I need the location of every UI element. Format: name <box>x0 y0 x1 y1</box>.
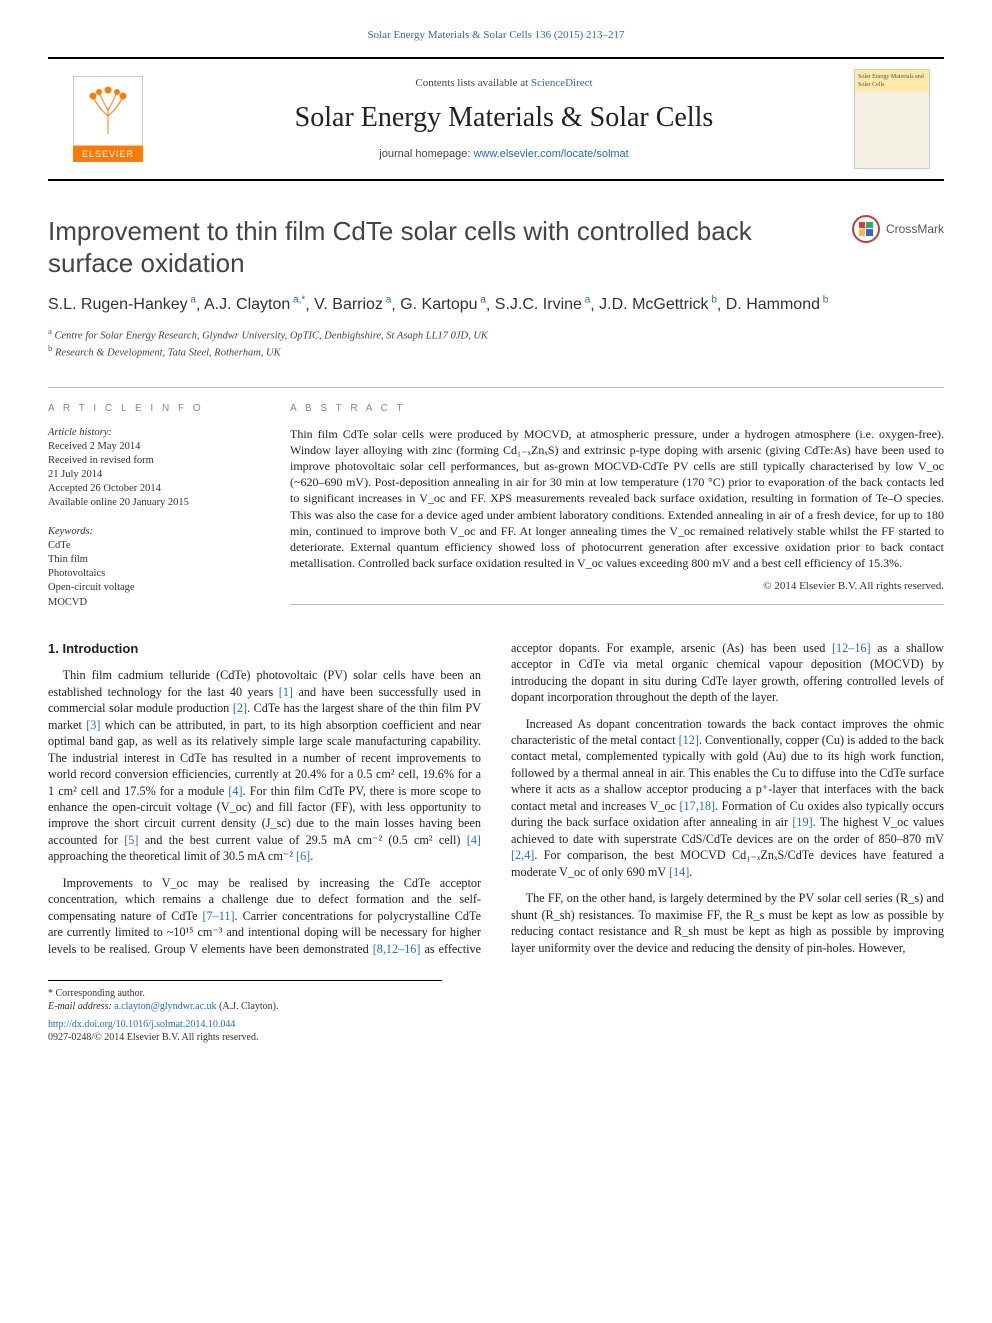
cover-caption: Solar Energy Materials and Solar Cells <box>858 73 926 89</box>
p1g: approaching the theoretical limit of 30.… <box>48 849 296 863</box>
journal-title: Solar Energy Materials & Solar Cells <box>172 99 836 137</box>
keyword: CdTe <box>48 539 256 553</box>
author-list: S.L. Rugen-Hankey a, A.J. Clayton a,*, V… <box>48 294 944 316</box>
article-info-block: a r t i c l e i n f o Article history: R… <box>48 402 256 610</box>
ref-7-11[interactable]: [7–11] <box>203 909 235 923</box>
email-label: E-mail address: <box>48 1001 114 1012</box>
ref-2-4[interactable]: [2,4] <box>511 848 534 862</box>
elsevier-wordmark: ELSEVIER <box>73 146 143 162</box>
author: S.J.C. Irvine a <box>495 296 590 313</box>
keyword: Photovoltaics <box>48 567 256 581</box>
history-lines: Received 2 May 2014Received in revised f… <box>48 440 256 511</box>
ref-2[interactable]: [2] <box>233 701 247 715</box>
keywords-label: Keywords: <box>48 525 256 539</box>
ref-8-12-16[interactable]: [8,12–16] <box>373 942 421 956</box>
ref-4b[interactable]: [4] <box>467 833 481 847</box>
p3f: . <box>689 865 692 879</box>
journal-homepage-line: journal homepage: www.elsevier.com/locat… <box>172 147 836 162</box>
corresponding-author: * Corresponding author. <box>48 987 442 1001</box>
ref-14[interactable]: [14] <box>669 865 689 879</box>
corr-email-link[interactable]: a.clayton@glyndwr.ac.uk <box>114 1001 216 1012</box>
elsevier-logo: ELSEVIER <box>62 76 154 162</box>
journal-homepage-link[interactable]: www.elsevier.com/locate/solmat <box>473 148 628 160</box>
ref-3[interactable]: [3] <box>86 718 100 732</box>
history-line: Accepted 26 October 2014 <box>48 482 256 496</box>
body-columns: 1. Introduction Thin film cadmium tellur… <box>48 640 944 962</box>
ref-17-18[interactable]: [17,18] <box>679 799 715 813</box>
p3e: . For comparison, the best MOCVD Cd₁₋ₓZn… <box>511 848 944 878</box>
abstract-copyright: © 2014 Elsevier B.V. All rights reserved… <box>290 579 944 594</box>
journal-header-band: ELSEVIER Contents lists available at Sci… <box>48 57 944 181</box>
abstract-rule <box>290 604 944 605</box>
corr-email-line: E-mail address: a.clayton@glyndwr.ac.uk … <box>48 1000 442 1014</box>
ref-4[interactable]: [4] <box>228 784 242 798</box>
email-post: (A.J. Clayton). <box>217 1001 279 1012</box>
running-header-link[interactable]: Solar Energy Materials & Solar Cells 136… <box>367 29 624 41</box>
contents-pre: Contents lists available at <box>415 77 530 89</box>
keywords-list: CdTeThin filmPhotovoltaicsOpen-circuit v… <box>48 539 256 610</box>
section-1-heading: 1. Introduction <box>48 640 481 658</box>
article-info-heading: a r t i c l e i n f o <box>48 402 256 416</box>
abstract-text: Thin film CdTe solar cells were produced… <box>290 426 944 572</box>
intro-para-4: The FF, on the other hand, is largely de… <box>511 890 944 956</box>
history-line: Available online 20 January 2015 <box>48 496 256 510</box>
history-label: Article history: <box>48 426 256 440</box>
keyword: Open-circuit voltage <box>48 581 256 595</box>
abstract-heading: a b s t r a c t <box>290 402 944 416</box>
author: D. Hammond b <box>726 296 829 313</box>
ref-1[interactable]: [1] <box>279 685 293 699</box>
crossmark-icon <box>852 215 880 243</box>
author: G. Kartopu a <box>400 296 486 313</box>
author: J.D. McGettrick b <box>599 296 717 313</box>
journal-cover-thumbnail: Solar Energy Materials and Solar Cells <box>854 69 930 169</box>
issn-copyright: 0927-0248/© 2014 Elsevier B.V. All right… <box>48 1031 944 1045</box>
crossmark-badge[interactable]: CrossMark <box>852 215 944 243</box>
ref-19[interactable]: [19] <box>792 815 812 829</box>
author: S.L. Rugen-Hankey a <box>48 296 196 313</box>
author: V. Barrioz a <box>314 296 391 313</box>
intro-para-3: Increased As dopant concentration toward… <box>511 716 944 881</box>
ref-6[interactable]: [6] <box>296 849 310 863</box>
p1f: and the best current value of 29.5 mA cm… <box>138 833 466 847</box>
affiliations: a Centre for Solar Energy Research, Glyn… <box>48 326 944 361</box>
crossmark-label: CrossMark <box>886 221 944 237</box>
running-header: Solar Energy Materials & Solar Cells 136… <box>48 28 944 43</box>
ref-12-16[interactable]: [12–16] <box>832 641 871 655</box>
abstract-block: a b s t r a c t Thin film CdTe solar cel… <box>290 402 944 610</box>
history-line: 21 July 2014 <box>48 468 256 482</box>
footnote-block: * Corresponding author. E-mail address: … <box>48 980 442 1014</box>
p1h: . <box>310 849 313 863</box>
ref-12[interactable]: [12] <box>679 733 699 747</box>
affiliation-line: b Research & Development, Tata Steel, Ro… <box>48 343 944 361</box>
history-line: Received in revised form <box>48 454 256 468</box>
keyword: Thin film <box>48 553 256 567</box>
intro-para-1: Thin film cadmium telluride (CdTe) photo… <box>48 667 481 865</box>
contents-available-line: Contents lists available at ScienceDirec… <box>172 76 836 91</box>
keyword: MOCVD <box>48 596 256 610</box>
sciencedirect-link[interactable]: ScienceDirect <box>531 77 593 89</box>
history-line: Received 2 May 2014 <box>48 440 256 454</box>
elsevier-tree-icon <box>73 76 143 146</box>
doi-link[interactable]: http://dx.doi.org/10.1016/j.solmat.2014.… <box>48 1018 944 1032</box>
affiliation-line: a Centre for Solar Energy Research, Glyn… <box>48 326 944 344</box>
ref-5[interactable]: [5] <box>124 833 138 847</box>
article-title: Improvement to thin film CdTe solar cell… <box>48 215 834 280</box>
homepage-pre: journal homepage: <box>379 148 473 160</box>
header-center: Contents lists available at ScienceDirec… <box>172 76 836 161</box>
author: A.J. Clayton a,* <box>204 296 305 313</box>
